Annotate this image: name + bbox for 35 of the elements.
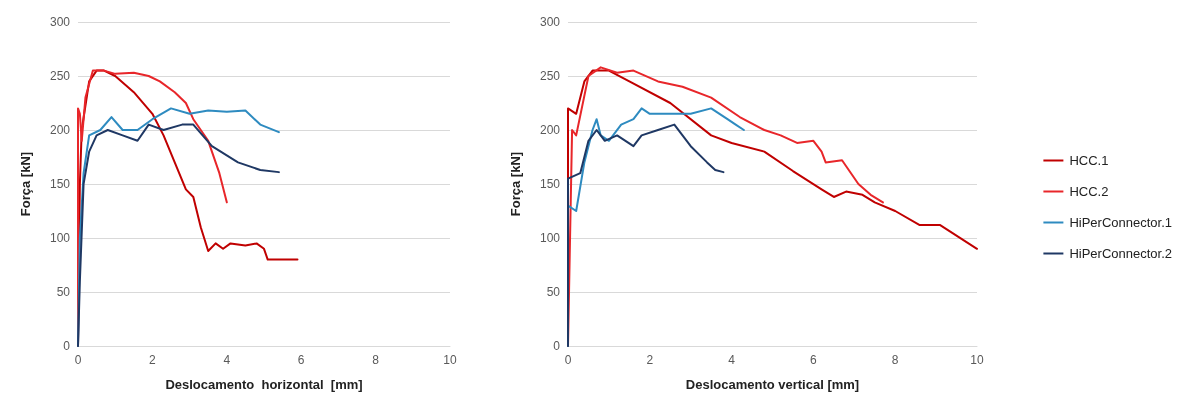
x-axis-title: Deslocamento vertical [mm] xyxy=(685,377,860,392)
y-tick-label: 150 xyxy=(49,177,71,191)
y-tick-label: 50 xyxy=(546,285,561,299)
y-tick-label: 200 xyxy=(49,123,71,137)
x-tick-label: 0 xyxy=(74,353,82,367)
y-tick-label: 100 xyxy=(539,231,561,245)
y-tick-label: 250 xyxy=(49,69,71,83)
x-tick-label: 2 xyxy=(149,353,157,367)
x-tick-label: 0 xyxy=(564,353,572,367)
y-tick-label: 150 xyxy=(539,177,561,191)
x-tick-label: 8 xyxy=(372,353,380,367)
y-tick-label: 200 xyxy=(539,123,561,137)
legend-label: HCC.2 xyxy=(1069,184,1109,199)
x-tick-label: 10 xyxy=(443,353,457,367)
x-tick-label: 4 xyxy=(728,353,736,367)
x-tick-label: 2 xyxy=(646,353,654,367)
y-tick-label: 300 xyxy=(539,15,561,29)
y-tick-label: 300 xyxy=(49,15,71,29)
y-tick-label: 250 xyxy=(539,69,561,83)
x-tick-label: 8 xyxy=(891,353,899,367)
legend-label: HiPerConnector.1 xyxy=(1069,215,1173,230)
x-axis-title: Deslocamento horizontal [mm] xyxy=(165,377,363,392)
y-tick-label: 50 xyxy=(56,285,71,299)
y-tick-label: 0 xyxy=(553,339,561,353)
line-series xyxy=(567,123,725,347)
y-tick-label: 100 xyxy=(49,231,71,245)
y-tick-label: 0 xyxy=(63,339,71,353)
x-tick-label: 6 xyxy=(810,353,818,367)
x-tick-label: 6 xyxy=(297,353,305,367)
legend-label: HCC.1 xyxy=(1069,153,1109,168)
x-tick-label: 4 xyxy=(223,353,231,367)
legend-label: HiPerConnector.2 xyxy=(1069,246,1173,261)
x-tick-label: 10 xyxy=(970,353,984,367)
y-axis-title: Força [kN] xyxy=(18,151,33,217)
y-axis-title: Força [kN] xyxy=(508,151,523,217)
